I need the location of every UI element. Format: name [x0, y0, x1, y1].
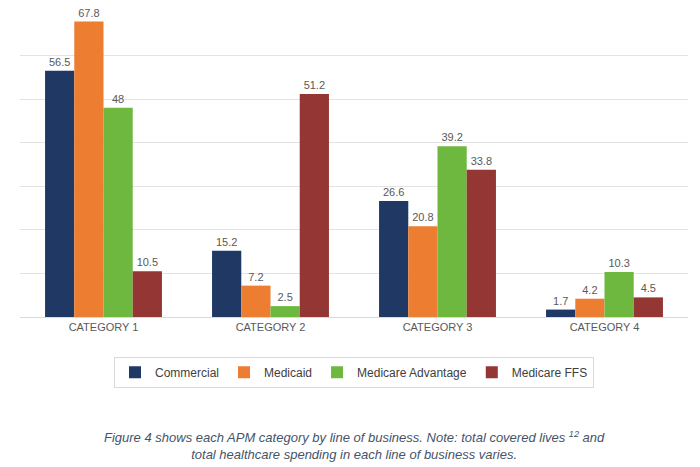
svg-text:4.2: 4.2	[582, 284, 597, 296]
svg-text:26.6: 26.6	[383, 186, 404, 198]
svg-text:10.5: 10.5	[137, 256, 158, 268]
svg-text:20.8: 20.8	[412, 211, 433, 223]
svg-text:15.2: 15.2	[216, 236, 237, 248]
svg-text:CATEGORY 4: CATEGORY 4	[570, 321, 640, 333]
svg-text:33.8: 33.8	[471, 155, 492, 167]
svg-text:Figure 4 shows each APM catego: Figure 4 shows each APM category by line…	[104, 429, 605, 462]
svg-text:51.2: 51.2	[304, 79, 325, 91]
svg-text:1.7: 1.7	[553, 295, 568, 307]
svg-text:Medicare Advantage: Medicare Advantage	[357, 366, 467, 380]
svg-text:10.3: 10.3	[608, 257, 629, 269]
svg-text:67.8: 67.8	[78, 7, 99, 19]
svg-text:7.2: 7.2	[248, 271, 263, 283]
svg-text:39.2: 39.2	[441, 131, 462, 143]
svg-text:Medicare FFS: Medicare FFS	[512, 366, 587, 380]
svg-text:CATEGORY 1: CATEGORY 1	[69, 321, 139, 333]
svg-text:2.5: 2.5	[277, 291, 292, 303]
svg-text:Medicaid: Medicaid	[264, 366, 312, 380]
svg-text:48: 48	[112, 93, 124, 105]
svg-text:CATEGORY 2: CATEGORY 2	[236, 321, 306, 333]
svg-text:CATEGORY 3: CATEGORY 3	[403, 321, 473, 333]
svg-text:56.5: 56.5	[49, 56, 70, 68]
svg-text:Commercial: Commercial	[155, 366, 219, 380]
svg-text:4.5: 4.5	[641, 282, 656, 294]
